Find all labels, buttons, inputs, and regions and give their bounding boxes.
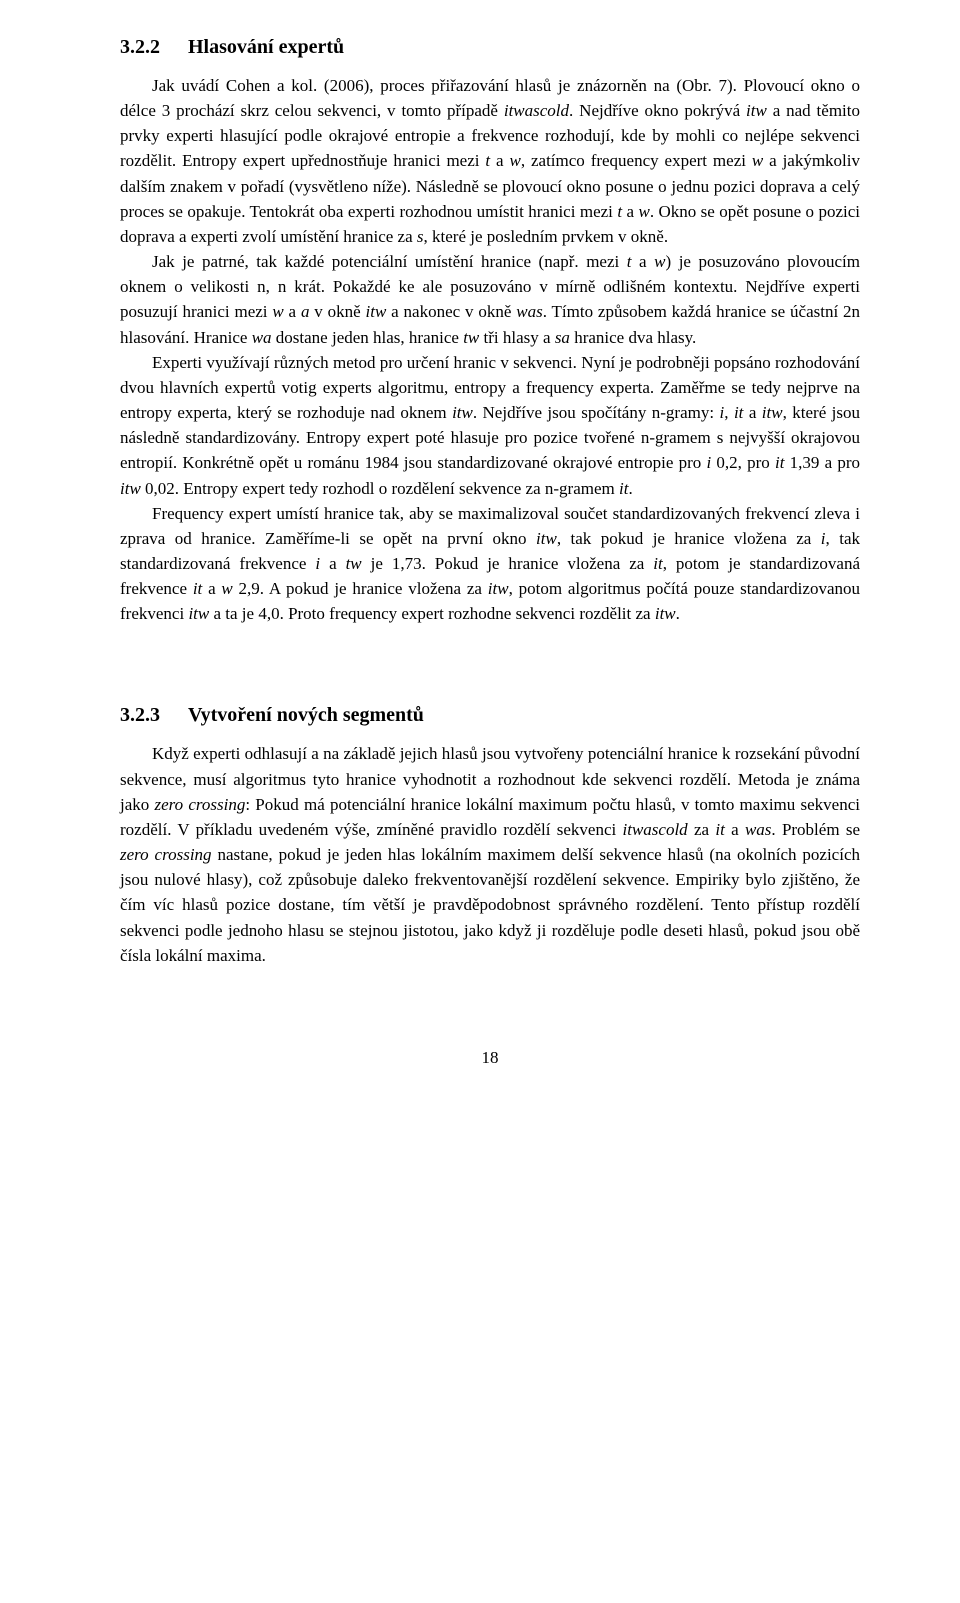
text: , které je posledním prvkem v okně. <box>424 227 669 246</box>
italic-term: it <box>734 403 743 422</box>
text: a <box>490 151 509 170</box>
text: a <box>202 579 221 598</box>
italic-term: w <box>654 252 665 271</box>
section-heading-3-2-2: 3.2.2 Hlasování expertů <box>120 36 860 59</box>
italic-term: sa <box>555 328 570 347</box>
text: , <box>724 403 734 422</box>
paragraph: Jak uvádí Cohen a kol. (2006), proces př… <box>120 73 860 249</box>
text: nastane, pokud je jeden hlas lokálním ma… <box>120 845 860 965</box>
section-title: Vytvoření nových segmentů <box>188 704 424 726</box>
paragraph: Experti využívají různých metod pro urče… <box>120 350 860 501</box>
italic-term: itw <box>655 604 676 623</box>
text: hranice dva hlasy. <box>570 328 696 347</box>
text: 0,2, pro <box>711 453 775 472</box>
italic-term: zero crossing <box>120 845 212 864</box>
italic-term: it <box>775 453 784 472</box>
italic-term: wa <box>252 328 272 347</box>
text: 1,39 a pro <box>784 453 860 472</box>
italic-term: was <box>745 820 771 839</box>
text: . Problém se <box>771 820 860 839</box>
text: a <box>320 554 345 573</box>
italic-term: itw <box>536 529 557 548</box>
text: dostane jeden hlas, hranice <box>272 328 464 347</box>
italic-term: itw <box>452 403 473 422</box>
italic-term: itw <box>762 403 783 422</box>
text: a <box>632 252 655 271</box>
text: . <box>676 604 680 623</box>
text: . <box>628 479 632 498</box>
text: a <box>622 202 638 221</box>
paragraph: Jak je patrné, tak každé potenciální umí… <box>120 249 860 350</box>
italic-term: w <box>221 579 232 598</box>
section-number: 3.2.2 <box>120 36 160 59</box>
italic-term: tw <box>346 554 362 573</box>
italic-term: w <box>638 202 649 221</box>
italic-term: w <box>752 151 763 170</box>
italic-term: it <box>715 820 724 839</box>
italic-term: tw <box>463 328 479 347</box>
italic-term: itw <box>366 302 387 321</box>
text: a <box>725 820 745 839</box>
italic-term: w <box>272 302 283 321</box>
italic-term: itw <box>120 479 141 498</box>
italic-term: it <box>653 554 662 573</box>
text: . Nejdříve jsou spočítány n-gramy: <box>473 403 720 422</box>
italic-term: itwascold <box>504 101 569 120</box>
text: . Nejdříve okno pokrývá <box>569 101 746 120</box>
italic-term: itw <box>746 101 767 120</box>
paragraph: Frequency expert umístí hranice tak, aby… <box>120 501 860 627</box>
text: a ta je 4,0. Proto frequency expert rozh… <box>209 604 655 623</box>
text: , tak pokud je hranice vložena za <box>557 529 821 548</box>
text: 0,02. Entropy expert tedy rozhodl o rozd… <box>141 479 619 498</box>
section-number: 3.2.3 <box>120 704 160 727</box>
text: a nakonec v okně <box>386 302 516 321</box>
italic-term: was <box>516 302 542 321</box>
text: 2,9. A pokud je hranice vložena za <box>233 579 488 598</box>
section-heading-3-2-3: 3.2.3 Vytvoření nových segmentů <box>120 704 860 727</box>
text: v okně <box>309 302 365 321</box>
italic-term: itw <box>488 579 509 598</box>
text: Jak je patrné, tak každé potenciální umí… <box>152 252 627 271</box>
paragraph: Když experti odhlasují a na základě jeji… <box>120 741 860 967</box>
document-page: 3.2.2 Hlasování expertů Jak uvádí Cohen a… <box>0 0 960 1128</box>
italic-term: itw <box>188 604 209 623</box>
section-title: Hlasování expertů <box>188 36 344 58</box>
text: , zatímco frequency expert mezi <box>521 151 752 170</box>
text: je 1,73. Pokud je hranice vložena za <box>362 554 654 573</box>
text: tři hlasy a <box>479 328 555 347</box>
text: a <box>743 403 761 422</box>
italic-term: itwascold <box>623 820 688 839</box>
italic-term: w <box>509 151 520 170</box>
italic-term: s <box>417 227 424 246</box>
italic-term: zero crossing <box>155 795 246 814</box>
page-number: 18 <box>120 1048 860 1068</box>
text: a <box>284 302 301 321</box>
text: za <box>688 820 716 839</box>
italic-term: it <box>193 579 202 598</box>
